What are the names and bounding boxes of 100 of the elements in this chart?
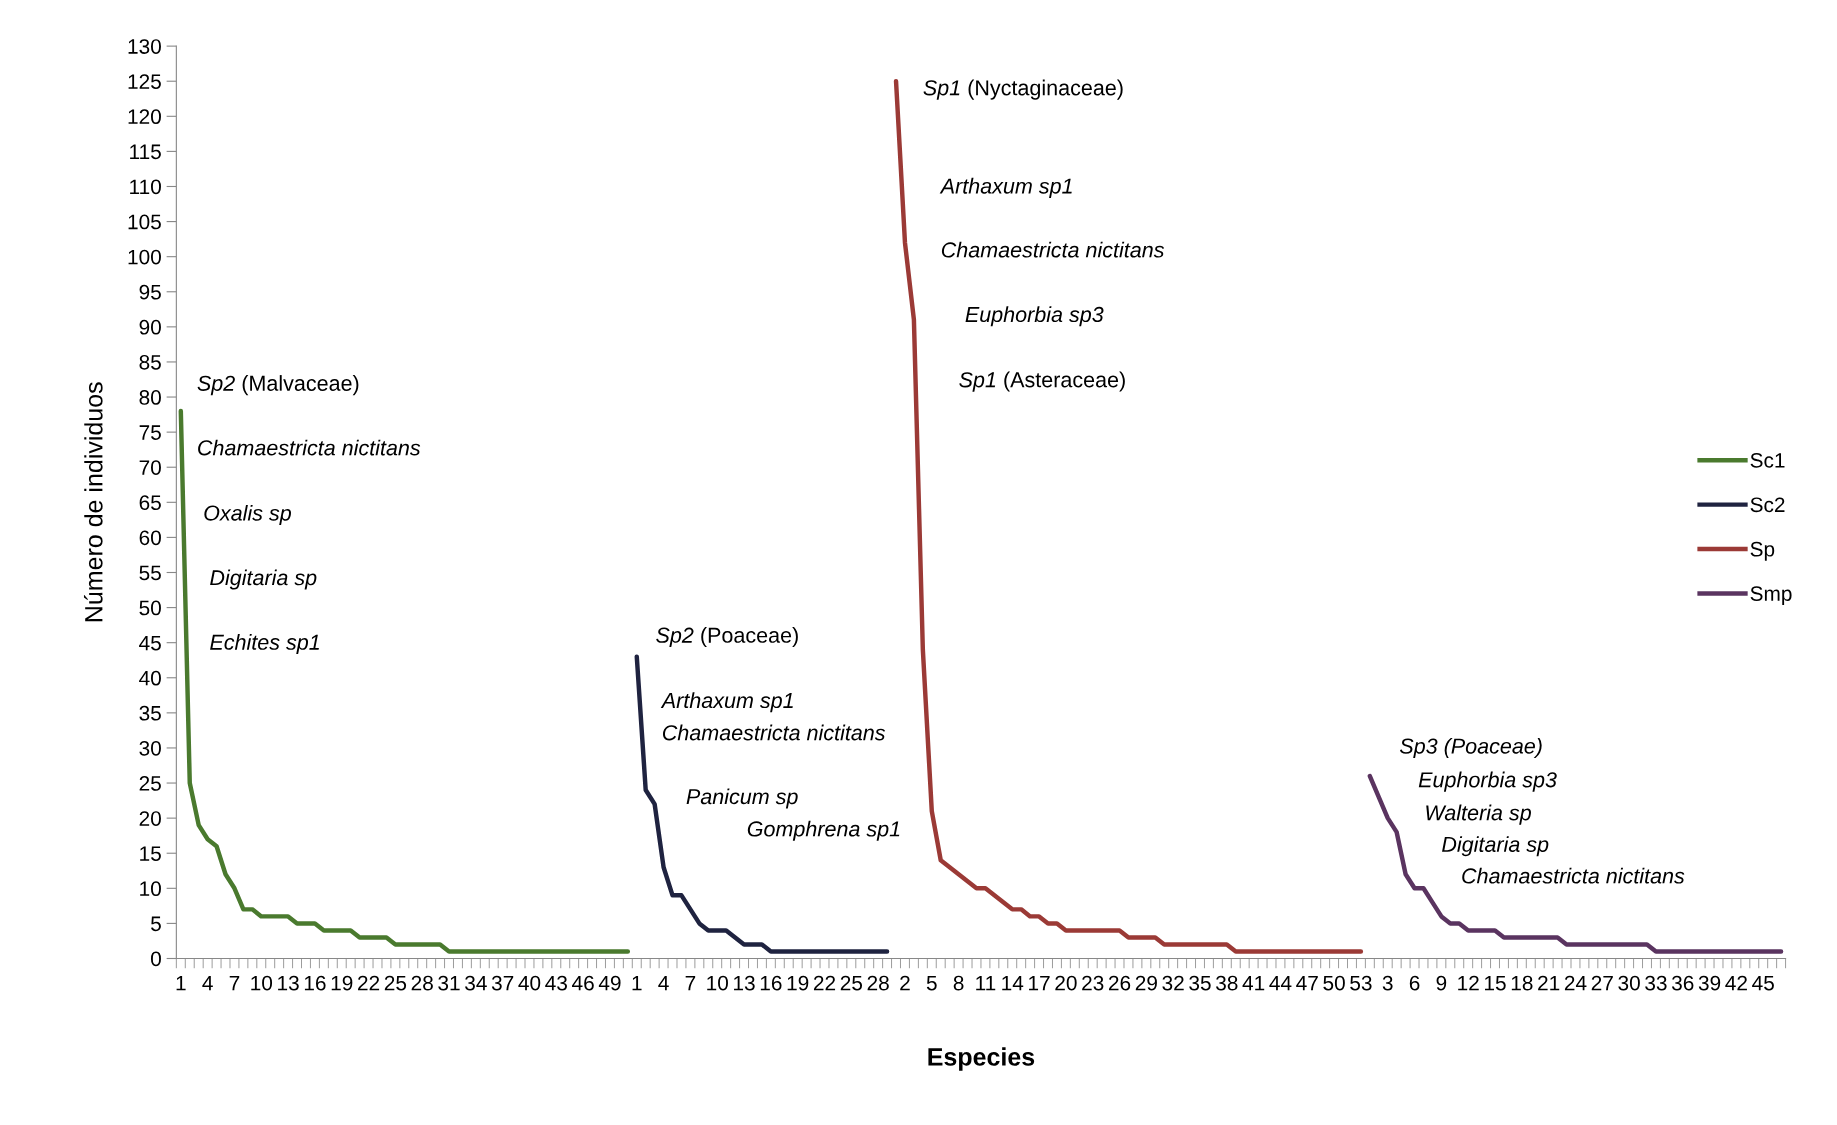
x-tick-label: 50 [1323, 975, 1345, 991]
y-tick-label: 50 [139, 600, 161, 616]
x-tick-label: 5 [926, 975, 937, 991]
x-tick-label: 3 [1382, 975, 1393, 991]
x-tick-label: 36 [1671, 975, 1694, 991]
x-tick-label: 35 [1189, 975, 1211, 991]
x-tick-label: 26 [1108, 975, 1131, 991]
x-tick-label: 38 [1216, 975, 1238, 991]
annotation: Gomphrena sp1 [747, 820, 900, 841]
annotation: Digitaria sp [210, 569, 317, 590]
x-tick-label: 7 [229, 975, 240, 991]
x-tick-label: 44 [1269, 975, 1292, 991]
x-tick-label: 2 [900, 975, 910, 991]
x-tick-label: 1 [176, 975, 186, 991]
x-tick-label: 32 [1162, 975, 1184, 991]
y-tick-label: 120 [128, 109, 161, 125]
y-tick-label: 55 [139, 565, 161, 581]
line-series [1367, 773, 1784, 954]
annotation: Walteria sp [1426, 804, 1531, 825]
y-tick-label: 100 [128, 249, 161, 265]
x-tick-label: 8 [953, 975, 964, 991]
x-tick-label: 53 [1350, 975, 1372, 991]
legend-label: Smp [1750, 586, 1792, 606]
x-tick-label: 20 [1055, 975, 1077, 991]
y-tick-label: 25 [139, 776, 161, 791]
x-tick-label: 46 [572, 975, 594, 991]
x-tick-label: 40 [518, 975, 541, 991]
annotation: Chamaestricta nictitans [198, 439, 421, 456]
x-tick-label: 31 [438, 975, 460, 991]
x-tick-label: 16 [760, 975, 782, 991]
x-tick-label: 27 [1591, 975, 1613, 991]
annotation: Euphorbia sp3 [965, 306, 1104, 327]
legend-label: Sc2 [1750, 497, 1785, 513]
annotation: Sp2 (Malvaceae) [197, 375, 359, 396]
y-tick-label: 60 [139, 530, 161, 546]
x-tick-label: 25 [384, 975, 407, 991]
y-tick-label: 30 [139, 740, 161, 756]
x-tick-label: 34 [465, 975, 487, 991]
x-tick-label: 9 [1436, 975, 1447, 991]
annotation: Sp1 (Asteraceae) [959, 371, 1125, 392]
annotation: Oxalis sp [204, 504, 292, 525]
x-tick-label: 33 [1645, 975, 1667, 991]
x-tick-label: 13 [278, 975, 299, 991]
y-tick-label: 10 [140, 881, 161, 897]
x-tick-label: 39 [1698, 975, 1721, 991]
x-tick-label: 19 [331, 975, 353, 991]
y-axis-title: Número de individuos [83, 382, 103, 622]
y-tick-label: 70 [139, 460, 161, 475]
y-tick-label: 115 [130, 144, 161, 160]
x-tick-label: 23 [1082, 975, 1104, 991]
x-tick-label: 43 [545, 975, 567, 991]
annotation: Chamaestricta nictitans [1462, 867, 1685, 884]
annotation: Sp1 (Nyctaginaceae) [923, 79, 1123, 100]
legend-label: Sp [1750, 541, 1775, 561]
x-tick-label: 14 [1002, 975, 1024, 991]
x-tick-label: 10 [251, 975, 273, 991]
x-tick-label: 41 [1242, 975, 1265, 991]
x-tick-label: 10 [707, 975, 728, 991]
annotation: Arthaxum sp1 [939, 177, 1072, 198]
annotation: Euphorbia sp3 [1418, 771, 1557, 792]
x-tick-label: 7 [685, 975, 696, 991]
y-tick-label: 125 [128, 74, 161, 89]
x-tick-label: 24 [1564, 975, 1587, 991]
y-tick-label: 90 [139, 319, 161, 335]
x-tick-label: 13 [734, 975, 755, 991]
y-tick-label: 45 [139, 635, 161, 651]
y-tick-label: 15 [140, 846, 161, 861]
x-tick-label: 12 [1458, 975, 1479, 991]
y-tick-label: 75 [139, 425, 161, 440]
x-tick-label: 11 [976, 975, 996, 991]
x-tick-label: 16 [304, 975, 326, 991]
x-tick-label: 45 [1752, 975, 1774, 991]
x-tick-label: 18 [1511, 975, 1533, 991]
x-tick-label: 28 [867, 975, 889, 991]
x-tick-label: 37 [491, 975, 514, 991]
x-tick-label: 25 [840, 975, 863, 991]
x-tick-label: 29 [1135, 975, 1157, 991]
y-tick-label: 80 [139, 390, 161, 405]
y-tick-label: 35 [139, 705, 161, 721]
annotation: Sp2 (Poaceae) [656, 627, 798, 648]
annotation: Digitaria sp [1442, 836, 1549, 857]
y-tick-label: 85 [139, 354, 161, 370]
annotation: Sp3 (Poaceae) [1399, 737, 1542, 758]
y-tick-label: 130 [128, 39, 161, 54]
y-tick-label: 110 [130, 179, 161, 195]
y-tick-label: 105 [128, 214, 161, 230]
x-tick-label: 4 [202, 975, 213, 991]
annotation: Arthaxum sp1 [660, 692, 793, 713]
x-tick-label: 17 [1029, 975, 1050, 991]
x-tick-label: 21 [1538, 975, 1560, 991]
x-tick-label: 49 [598, 975, 621, 991]
y-tick-label: 40 [139, 670, 161, 686]
x-tick-label: 22 [813, 975, 836, 991]
x-tick-label: 42 [1725, 975, 1747, 991]
annotation: Echites sp1 [210, 634, 319, 655]
y-tick-label: 20 [139, 811, 161, 826]
y-tick-label: 5 [151, 916, 161, 932]
x-tick-label: 15 [1485, 975, 1506, 991]
y-tick-label: 95 [139, 284, 161, 300]
x-tick-label: 22 [358, 975, 380, 991]
